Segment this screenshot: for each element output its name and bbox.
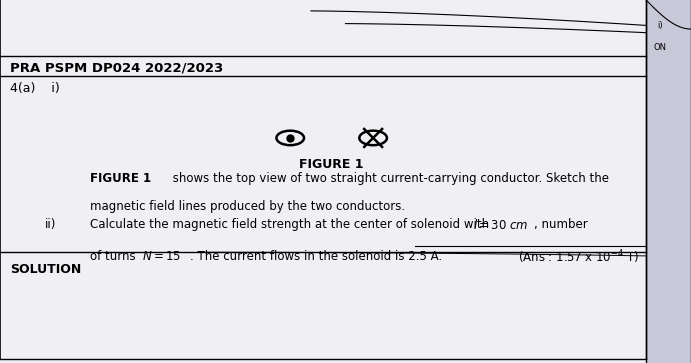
Text: shows the top view of two straight current-carrying conductor. Sketch the: shows the top view of two straight curre…	[169, 172, 609, 185]
Text: of turns: of turns	[90, 250, 139, 264]
FancyBboxPatch shape	[0, 0, 646, 363]
Text: (Ans : 1.57 x 10$^{-4}$ T): (Ans : 1.57 x 10$^{-4}$ T)	[518, 249, 639, 266]
Text: magnetic field lines produced by the two conductors.: magnetic field lines produced by the two…	[90, 200, 405, 213]
Text: . The current flows in the solenoid is 2.5 A.: . The current flows in the solenoid is 2…	[190, 250, 442, 264]
Text: FIGURE 1: FIGURE 1	[90, 172, 151, 185]
Text: 4(a)    i): 4(a) i)	[10, 82, 60, 95]
Text: , number: , number	[534, 218, 588, 231]
Text: $l = 30\ cm$: $l = 30\ cm$	[473, 218, 529, 232]
Text: $N = 15$: $N = 15$	[142, 250, 181, 264]
Text: FIGURE 1: FIGURE 1	[299, 158, 364, 171]
Text: ON: ON	[654, 43, 666, 52]
Text: i): i)	[657, 21, 663, 30]
Text: ii): ii)	[45, 218, 56, 231]
Text: PRA PSPM DP024 2022/2023: PRA PSPM DP024 2022/2023	[10, 62, 224, 75]
Text: Calculate the magnetic field strength at the center of solenoid with: Calculate the magnetic field strength at…	[90, 218, 493, 231]
Text: SOLUTION: SOLUTION	[10, 263, 82, 276]
